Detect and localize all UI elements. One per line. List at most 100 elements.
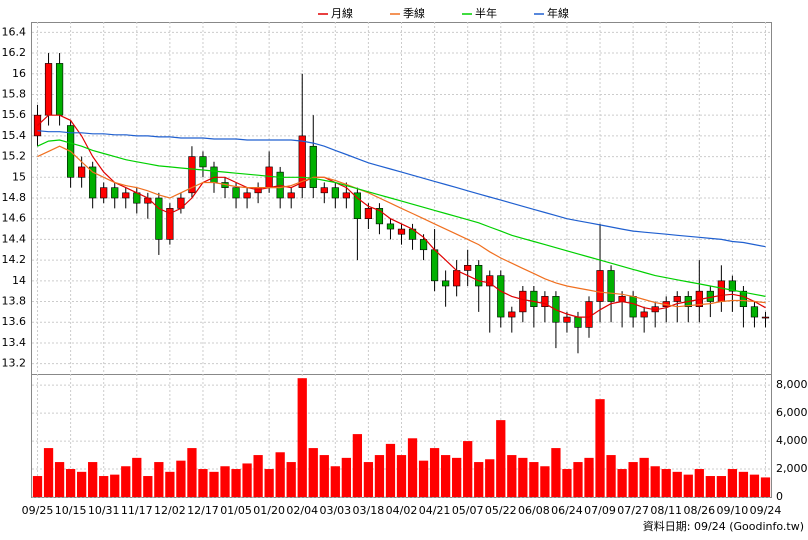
- volume-bar: [407, 438, 418, 497]
- candle-body: [243, 192, 251, 199]
- volume-bar: [65, 469, 76, 497]
- y-tick-label: 13.2: [2, 357, 27, 370]
- legend-label: 月線: [331, 6, 353, 20]
- volume-bar: [396, 455, 407, 497]
- volume-tick-label: 8,000: [776, 378, 808, 391]
- volume-bar: [474, 462, 484, 497]
- volume-bar: [429, 448, 440, 497]
- volume-bar: [617, 469, 627, 497]
- candle-body: [309, 145, 317, 188]
- volume-bar: [198, 469, 208, 497]
- volume-bar: [463, 441, 473, 497]
- y-tick-label: 14.4: [2, 232, 27, 245]
- x-tick-label: 07/09: [584, 504, 616, 517]
- candle-body: [232, 187, 240, 199]
- x-tick-label: 04/21: [419, 504, 451, 517]
- y-tick-label: 15.8: [2, 87, 27, 100]
- volume-bar: [264, 469, 274, 497]
- candle-body: [44, 63, 53, 116]
- volume-bar: [363, 462, 374, 497]
- x-tick-label: 09/25: [22, 504, 54, 517]
- volume-bar: [661, 469, 671, 497]
- volume-bar: [705, 476, 715, 497]
- volume-bar: [220, 466, 230, 497]
- candle-body: [298, 135, 306, 188]
- candle-body: [166, 208, 174, 240]
- candle-body: [508, 311, 516, 318]
- volume-bar: [672, 471, 682, 497]
- candle-body: [100, 187, 108, 199]
- candle-body: [717, 280, 725, 302]
- y-tick-label: 14.8: [2, 191, 27, 204]
- volume-bar: [496, 420, 506, 497]
- volume-bar: [43, 448, 54, 497]
- volume-bar: [77, 471, 87, 497]
- candle-body: [33, 114, 42, 137]
- x-tick-label: 06/24: [551, 504, 583, 517]
- x-tick-label: 12/02: [154, 504, 186, 517]
- candle-body: [464, 264, 472, 271]
- x-tick-label: 09/10: [717, 504, 749, 517]
- candle-body: [739, 290, 748, 308]
- ma-line: [37, 139, 766, 297]
- volume-bar: [352, 434, 363, 497]
- y-tick-label: 13.6: [2, 315, 27, 328]
- candle-body: [629, 296, 637, 318]
- y-tick-label: 14.6: [2, 212, 27, 225]
- x-tick-label: 08/26: [683, 504, 715, 517]
- candle-body: [331, 187, 339, 199]
- legend-label: 年線: [547, 6, 569, 20]
- volume-bar: [286, 462, 296, 497]
- candle-body: [265, 166, 273, 188]
- volume-tick-label: 6,000: [776, 406, 808, 419]
- volume-bar: [32, 476, 43, 497]
- volume-bar: [573, 462, 583, 497]
- volume-bar: [319, 455, 329, 497]
- candle-body: [563, 316, 571, 323]
- volume-tick-label: 2,000: [776, 462, 808, 475]
- volume-tick-label: 4,000: [776, 434, 808, 447]
- candle-body: [111, 187, 119, 199]
- volume-bar: [639, 457, 649, 497]
- volume-bar: [650, 466, 660, 497]
- x-tick-label: 12/17: [187, 504, 219, 517]
- volume-bar: [88, 462, 98, 497]
- ma-line: [37, 145, 766, 308]
- volume-bar: [562, 469, 572, 497]
- volume-bar: [628, 462, 638, 497]
- candle-body: [397, 228, 406, 235]
- candle-body: [541, 296, 549, 308]
- volume-bar: [209, 471, 219, 497]
- candle-body: [607, 270, 615, 302]
- candle-body: [519, 290, 527, 313]
- y-tick-label: 15.6: [2, 108, 27, 121]
- volume-bar: [385, 443, 396, 497]
- volume-bar: [440, 455, 451, 497]
- ma-line: [37, 114, 766, 318]
- candle-body: [122, 192, 130, 199]
- volume-bar: [231, 469, 241, 497]
- volume-bar: [242, 463, 252, 497]
- candle-body: [673, 296, 681, 302]
- volume-bar: [297, 378, 307, 497]
- x-tick-label: 03/03: [319, 504, 351, 517]
- y-tick-label: 14.2: [2, 253, 27, 266]
- volume-bar: [452, 457, 462, 497]
- y-tick-label: 16.2: [2, 46, 27, 59]
- y-tick-label: 15.4: [2, 129, 27, 142]
- x-tick-label: 05/22: [485, 504, 517, 517]
- x-tick-label: 02/04: [286, 504, 318, 517]
- volume-bar: [253, 455, 263, 497]
- candle-body: [375, 208, 384, 225]
- candle-body: [728, 280, 737, 292]
- candle-body: [78, 166, 86, 178]
- candle-body: [596, 270, 604, 302]
- volume-bar: [716, 476, 726, 497]
- x-tick-label: 11/17: [121, 504, 153, 517]
- x-tick-label: 10/31: [88, 504, 120, 517]
- volume-bar: [727, 469, 738, 497]
- candle-body: [486, 275, 494, 287]
- candle-body: [761, 316, 770, 319]
- volume-bar: [749, 474, 760, 497]
